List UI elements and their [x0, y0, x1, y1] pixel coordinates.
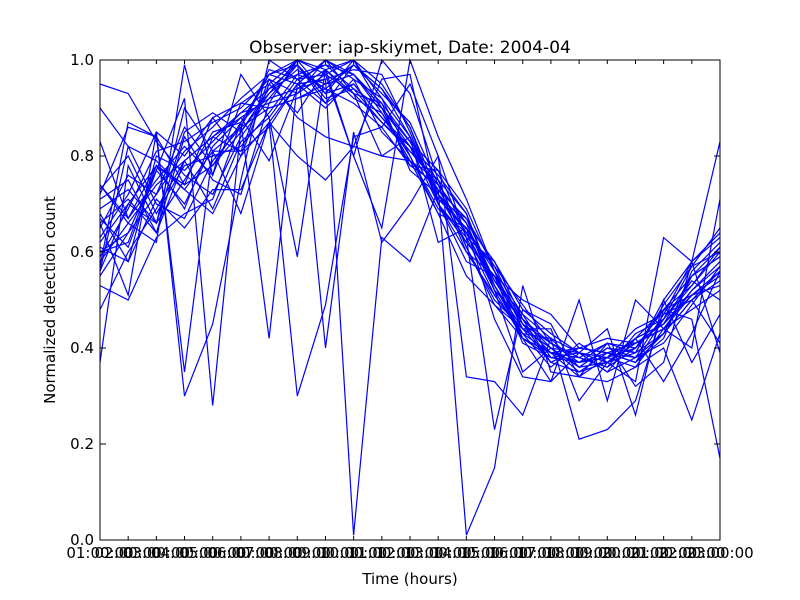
series-layer: [99, 57, 721, 536]
series-line-11: [99, 59, 721, 364]
x-tick-label: 09:00:00: [292, 544, 359, 562]
x-axis-label: Time (hours): [361, 570, 457, 588]
series-line-22: [99, 58, 721, 397]
y-tick-label: 0.4: [70, 339, 94, 357]
x-tick-label: 01:00:00: [66, 544, 133, 562]
x-tick-label: 15:00:00: [461, 544, 528, 562]
x-tick-label: 10:00:00: [320, 544, 387, 562]
x-tick-label: 20:00:00: [602, 544, 669, 562]
x-tick-label: 07:00:00: [235, 544, 302, 562]
x-tick-label: 05:00:00: [179, 544, 246, 562]
series-line-16: [99, 63, 721, 364]
x-tick-label: 08:00:00: [264, 544, 331, 562]
series-line-23: [99, 59, 721, 430]
x-tick-label: 03:00:00: [123, 544, 190, 562]
series-line-24: [99, 59, 721, 404]
x-tick-label: 18:00:00: [545, 544, 612, 562]
x-tick-label: 14:00:00: [433, 544, 500, 562]
series-line-27: [99, 82, 721, 459]
x-tick-label: 06:00:00: [207, 544, 274, 562]
y-tick-label: 0.0: [70, 531, 94, 549]
x-tick-label: 23:00:00: [686, 544, 753, 562]
x-tick-label: 02:00:00: [94, 544, 161, 562]
x-tick-label: 22:00:00: [658, 544, 725, 562]
x-tick-label: 13:00:00: [404, 544, 471, 562]
y-tick-label: 1.0: [70, 51, 94, 69]
chart-title: Observer: iap-skiymet, Date: 2004-04: [249, 38, 571, 58]
series-line-28: [99, 73, 721, 364]
series-line-18: [99, 64, 721, 359]
x-tick-label: 04:00:00: [151, 544, 218, 562]
x-tick-label: 19:00:00: [574, 544, 641, 562]
y-tick-label: 0.2: [70, 435, 94, 453]
y-tick-label: 0.8: [70, 147, 94, 165]
x-tick-label: 17:00:00: [517, 544, 584, 562]
x-axis: 01:00:0002:00:0003:00:0004:00:0005:00:00…: [66, 60, 754, 562]
y-axis-label: Normalized detection count: [41, 196, 59, 404]
x-tick-label: 21:00:00: [630, 544, 697, 562]
x-tick-label: 16:00:00: [489, 544, 556, 562]
x-tick-label: 12:00:00: [376, 544, 443, 562]
series-line-26: [99, 78, 721, 536]
y-tick-label: 0.6: [70, 243, 94, 261]
y-axis: 0.0 0.2 0.4 0.6 0.8 1.0: [70, 51, 720, 549]
x-tick-label: 11:00:00: [348, 544, 415, 562]
